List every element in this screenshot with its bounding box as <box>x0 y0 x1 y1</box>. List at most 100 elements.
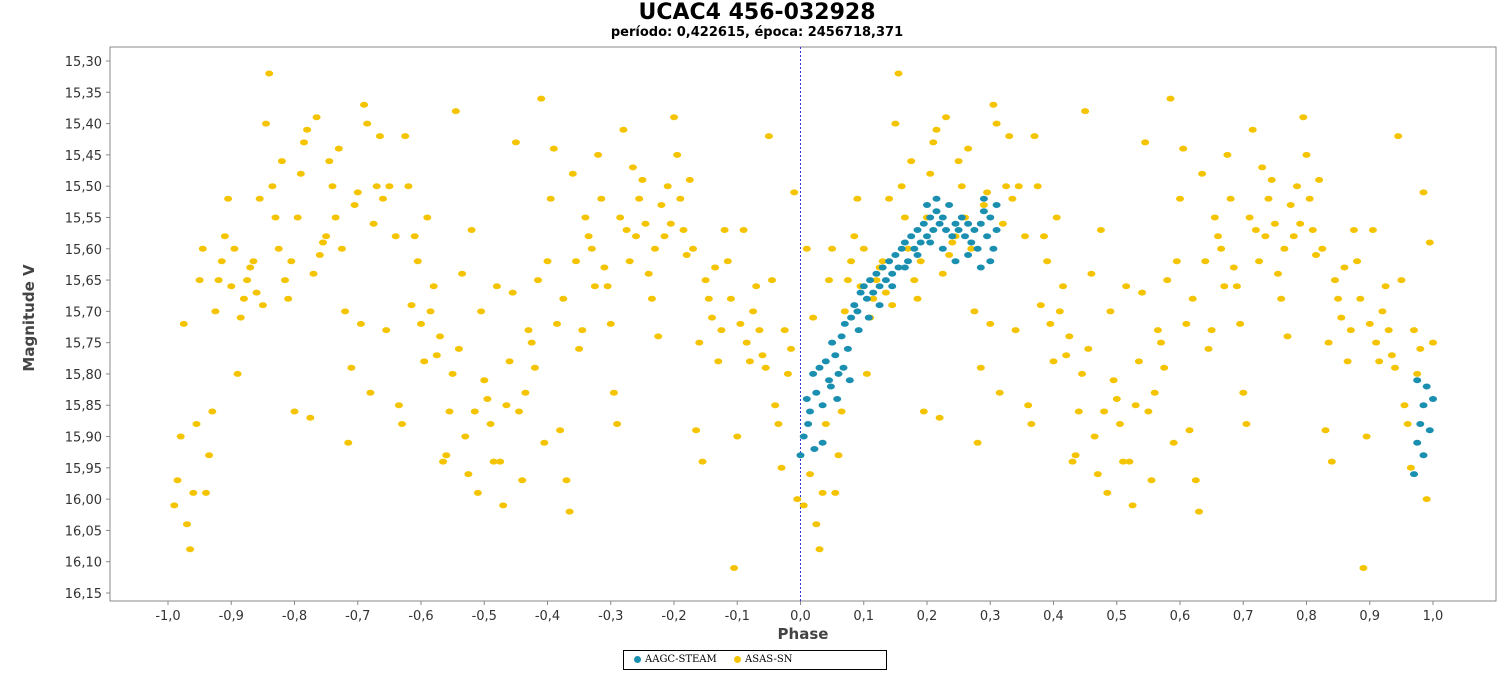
data-point <box>679 227 688 233</box>
data-point <box>613 421 622 427</box>
data-point <box>401 133 410 140</box>
data-point <box>847 314 856 321</box>
data-point <box>1106 308 1115 315</box>
data-point <box>840 320 849 327</box>
x-tick-label: -0,8 <box>282 609 307 624</box>
data-point <box>1337 314 1346 321</box>
data-point <box>992 202 1001 208</box>
data-point <box>1109 377 1118 384</box>
data-point <box>1100 408 1109 415</box>
data-point <box>875 283 884 290</box>
data-point <box>179 320 188 327</box>
data-point <box>1248 126 1257 133</box>
data-point <box>632 233 640 240</box>
data-point <box>606 320 615 327</box>
data-point <box>833 396 842 402</box>
data-point <box>249 258 258 265</box>
data-point <box>771 402 780 409</box>
data-point <box>872 270 881 277</box>
data-point <box>888 283 897 290</box>
data-point <box>436 333 444 340</box>
data-point <box>410 233 419 240</box>
data-point <box>372 183 381 190</box>
data-point <box>676 195 685 202</box>
data-point <box>195 277 204 284</box>
data-point <box>369 220 378 227</box>
data-point <box>363 120 372 127</box>
data-point <box>1422 383 1431 390</box>
data-point <box>1413 439 1422 446</box>
data-point <box>806 471 814 478</box>
data-point <box>568 170 577 177</box>
data-point <box>970 227 979 233</box>
data-point <box>964 220 973 227</box>
x-tick-label: 0,5 <box>1106 609 1127 624</box>
data-point <box>1419 452 1428 459</box>
data-point <box>986 214 995 221</box>
y-axis-label: Magnitude V <box>20 264 38 372</box>
data-point <box>942 114 950 121</box>
data-point <box>572 258 580 265</box>
data-point <box>543 258 552 265</box>
data-point <box>1198 170 1207 177</box>
data-point <box>878 264 887 271</box>
x-tick-label: -0,3 <box>598 609 623 624</box>
data-point <box>1274 270 1282 277</box>
data-point <box>1195 508 1203 515</box>
data-point <box>938 270 947 277</box>
data-point <box>957 183 966 190</box>
data-point <box>1299 114 1308 121</box>
data-point <box>818 439 827 446</box>
data-point <box>1090 433 1099 440</box>
data-point <box>1286 202 1295 208</box>
data-point <box>220 233 229 240</box>
data-point <box>1055 308 1064 315</box>
data-point <box>366 389 375 396</box>
data-point <box>205 452 214 459</box>
data-point <box>834 452 843 459</box>
data-point <box>511 139 520 146</box>
data-point <box>1302 151 1311 158</box>
data-point <box>189 489 198 496</box>
data-point <box>328 183 337 190</box>
data-point <box>505 358 514 365</box>
x-tick-label: -0,5 <box>472 609 497 624</box>
x-tick-label: -0,2 <box>661 609 686 624</box>
data-point <box>945 252 954 258</box>
data-point <box>186 546 195 553</box>
data-point <box>736 320 745 327</box>
data-point <box>480 377 489 384</box>
data-point <box>208 408 217 415</box>
data-point <box>1134 358 1143 365</box>
legend-label: AAGC-STEAM <box>645 654 717 665</box>
data-point <box>733 433 742 440</box>
data-point <box>575 345 584 352</box>
x-tick-label: 0,9 <box>1359 609 1380 624</box>
data-point <box>711 264 720 271</box>
data-point <box>1255 258 1264 265</box>
series-aagc-steam <box>796 195 1437 478</box>
data-point <box>954 158 963 165</box>
data-point <box>584 233 593 240</box>
data-point <box>1027 421 1036 427</box>
data-point <box>826 383 835 390</box>
data-point <box>217 258 226 265</box>
data-point <box>843 277 852 284</box>
data-point <box>894 70 903 77</box>
x-tick-label: -1,0 <box>155 609 180 624</box>
data-point <box>780 327 789 334</box>
data-point <box>983 189 992 196</box>
data-point <box>979 202 988 208</box>
data-point <box>689 245 697 252</box>
data-point <box>862 370 871 377</box>
data-point <box>293 214 302 221</box>
data-point <box>717 327 726 334</box>
data-point <box>426 308 435 315</box>
data-point <box>1378 308 1387 315</box>
data-point <box>1150 389 1159 396</box>
data-point <box>964 252 973 258</box>
data-point <box>755 327 764 334</box>
data-point <box>916 239 925 246</box>
data-point <box>344 439 353 446</box>
